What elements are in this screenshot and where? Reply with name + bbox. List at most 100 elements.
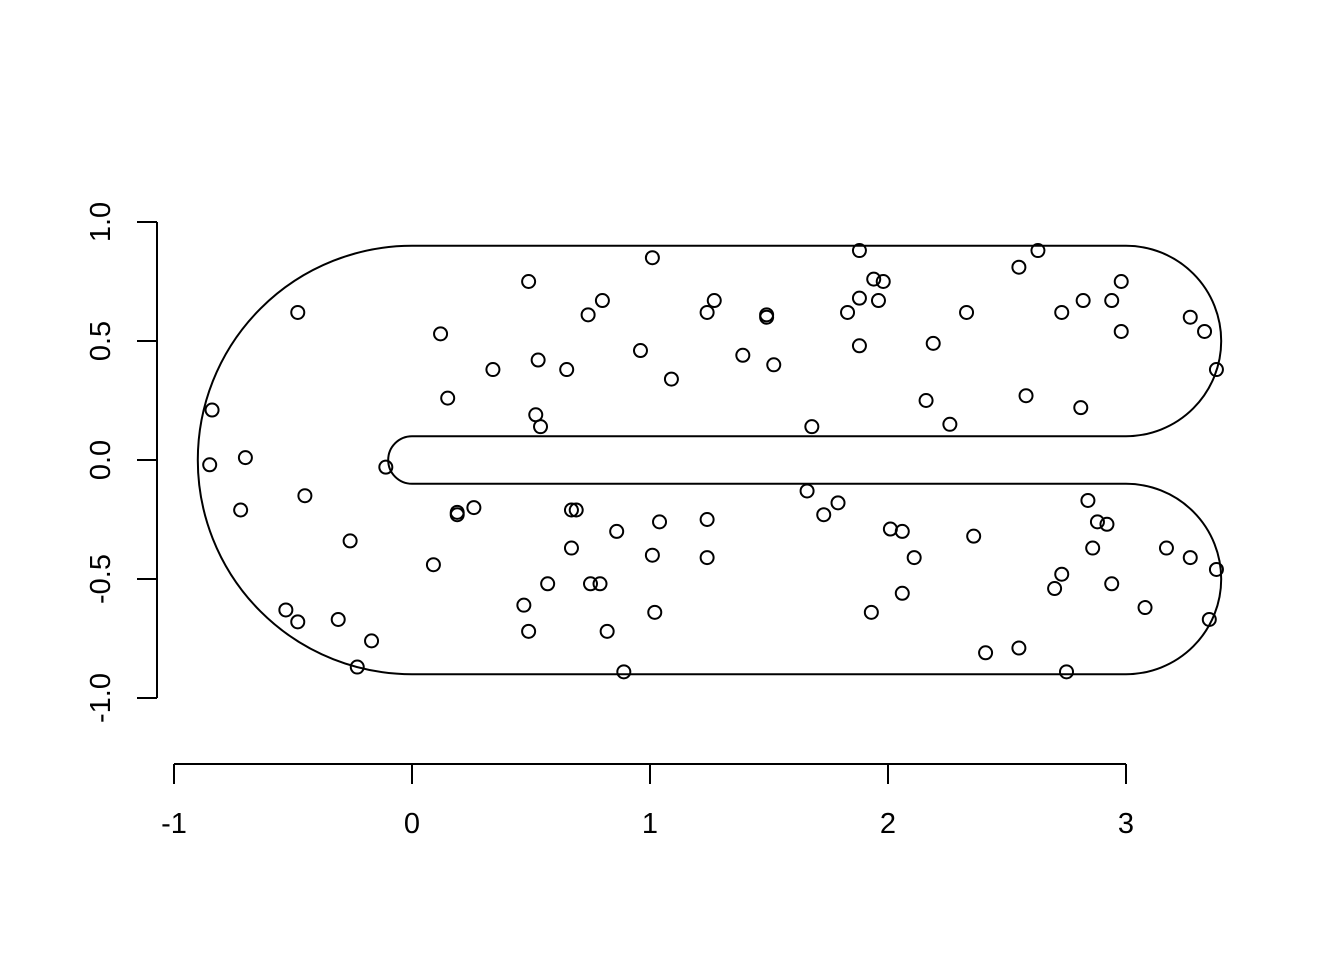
data-point [563, 502, 579, 518]
data-point [699, 304, 715, 320]
data-point [851, 290, 867, 306]
data-point [1047, 581, 1063, 597]
data-point [894, 523, 910, 539]
data-point [978, 645, 994, 661]
data-point [485, 362, 501, 378]
data-point [918, 393, 934, 408]
data-point [425, 557, 441, 573]
data-point [297, 488, 313, 504]
data-point [1113, 323, 1129, 339]
data-point [1011, 259, 1027, 275]
data-point [1182, 309, 1198, 325]
data-point [925, 335, 941, 351]
data-point [342, 533, 358, 549]
data-point [563, 540, 579, 556]
data-point [1208, 561, 1224, 577]
data-point [699, 512, 715, 527]
data-point [559, 362, 575, 378]
data-point [1073, 400, 1089, 416]
data-point [568, 502, 584, 518]
data-point [1137, 600, 1153, 616]
data-point [1089, 514, 1105, 530]
data-point [290, 614, 306, 630]
y-tick-label: -0.5 [85, 554, 117, 604]
data-point [237, 450, 253, 466]
y-axis: -1.0 -0.5 0.0 0.5 1.0 [85, 202, 158, 723]
x-axis: -1 0 1 2 3 [161, 763, 1134, 840]
data-point [1201, 611, 1217, 627]
data-point [583, 576, 598, 592]
data-point [1158, 540, 1174, 556]
data-point [966, 528, 982, 544]
data-point [706, 293, 722, 309]
data-point [349, 659, 365, 675]
y-tick-label: -1.0 [85, 673, 117, 723]
y-tick-label: 1.0 [85, 202, 117, 242]
data-point [449, 507, 465, 523]
x-tick-label: 0 [404, 808, 420, 840]
data-point [766, 357, 782, 373]
data-point [644, 250, 660, 266]
data-point [894, 585, 910, 601]
data-point [851, 338, 867, 354]
data-point [652, 514, 668, 530]
data-point [644, 547, 660, 563]
data-point [906, 550, 922, 566]
data-point [466, 500, 482, 516]
data-point [647, 604, 663, 620]
data-point [830, 495, 846, 511]
data-point [735, 347, 751, 363]
data-point [540, 576, 556, 592]
data-point [863, 604, 879, 620]
y-tick-label: 0.0 [85, 440, 117, 480]
data-point [875, 274, 891, 289]
data-point [521, 274, 537, 289]
data-point [870, 293, 886, 309]
data-point [521, 623, 537, 639]
data-point [1104, 293, 1120, 309]
data-point [866, 271, 882, 287]
data-point [580, 307, 596, 323]
data-point [1208, 362, 1224, 378]
data-point [378, 459, 394, 475]
data-points [202, 243, 1224, 680]
data-point [202, 457, 218, 473]
data-point [1059, 664, 1074, 680]
data-point [330, 611, 346, 627]
data-point [1018, 388, 1034, 404]
data-point [1054, 566, 1070, 582]
data-point [1085, 540, 1101, 556]
data-point [882, 521, 898, 537]
data-point [594, 293, 610, 309]
x-tick-label: 2 [880, 808, 896, 840]
data-point [364, 633, 380, 649]
data-point [433, 326, 449, 342]
data-point [440, 390, 456, 406]
data-point [1182, 550, 1198, 566]
data-point [599, 623, 615, 639]
data-point [1113, 274, 1129, 289]
x-tick-label: 1 [642, 808, 658, 840]
data-point [1099, 516, 1115, 532]
data-point [1197, 323, 1213, 339]
data-point [530, 352, 546, 368]
data-point [799, 483, 815, 499]
data-point [959, 304, 975, 320]
x-tick-label: 3 [1118, 808, 1134, 840]
data-point [699, 550, 715, 566]
data-point [1075, 293, 1091, 309]
data-point [1011, 640, 1027, 656]
data-point [663, 371, 679, 387]
data-point [1080, 492, 1096, 508]
data-point [290, 304, 306, 320]
data-point [592, 576, 608, 592]
data-point [840, 304, 856, 320]
data-point [942, 416, 958, 432]
data-point [632, 343, 648, 359]
data-point [1104, 576, 1120, 592]
data-point [804, 419, 820, 435]
data-point [204, 402, 220, 418]
data-point [278, 602, 294, 618]
data-point [759, 309, 775, 325]
